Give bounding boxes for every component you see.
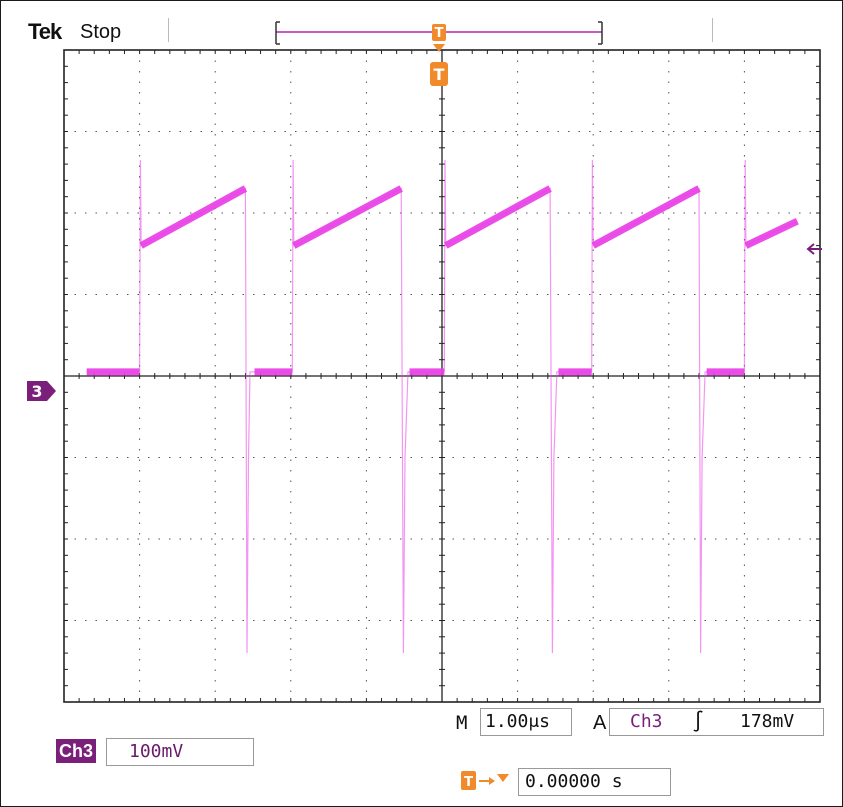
horizontal-position-readout[interactable]: 0.00000 s <box>518 768 671 796</box>
trace-segment <box>444 185 552 249</box>
svg-text:T: T <box>435 26 444 41</box>
ground-marker-icon[interactable]: 3 <box>27 381 56 401</box>
svg-text:T: T <box>464 775 473 790</box>
trigger-level-arrow-icon[interactable] <box>806 243 822 255</box>
trace-segment <box>744 218 799 249</box>
header-divider <box>168 18 169 42</box>
trigger-position-icon[interactable]: T <box>430 44 448 86</box>
trigger-source: Ch3 <box>630 711 663 732</box>
rising-edge-icon: ∫ <box>692 709 705 733</box>
channel-badge[interactable]: Ch3 <box>56 739 97 763</box>
trace-spikes <box>86 159 798 654</box>
timebase-readout[interactable]: 1.00μs <box>480 708 572 736</box>
trace-segment <box>292 185 403 249</box>
acquisition-state: Stop <box>80 21 122 43</box>
graticule <box>63 49 821 703</box>
ch3-trace <box>86 159 799 654</box>
timebase-label: M <box>456 712 468 734</box>
header-divider <box>712 18 713 42</box>
svg-text:T: T <box>434 65 445 84</box>
channel-scale-readout[interactable]: 100mV <box>106 738 254 766</box>
trigger-mode-label: A <box>593 712 607 734</box>
brand-logo: Tek <box>28 19 62 44</box>
record-trigger-icon: T <box>432 24 446 41</box>
trace-segment <box>139 185 248 249</box>
svg-text:3: 3 <box>31 382 42 401</box>
trigger-level: 178mV <box>740 711 795 732</box>
trigger-readout[interactable]: Ch3 ∫ 178mV <box>609 708 824 736</box>
horizontal-position-icon: T <box>461 771 509 790</box>
trace-segment <box>591 185 701 249</box>
